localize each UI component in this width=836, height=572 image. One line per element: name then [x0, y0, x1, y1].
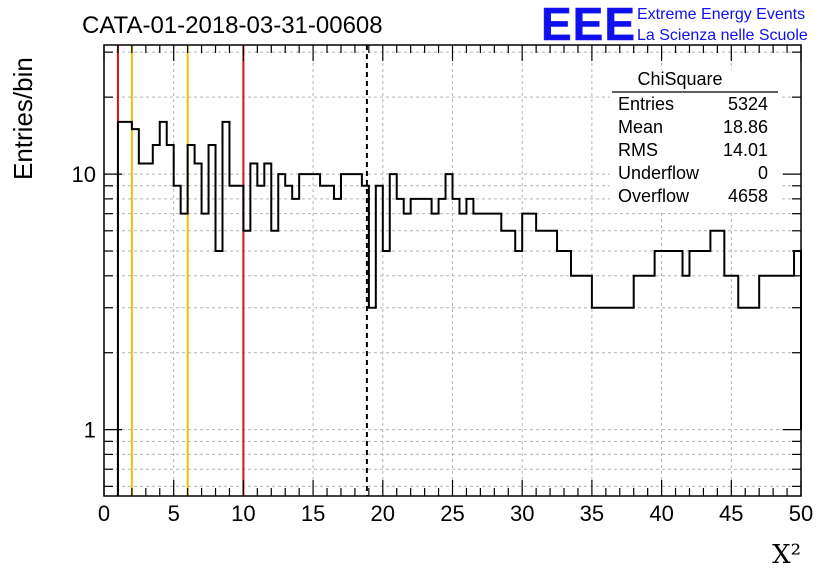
x-axis-label: X² [772, 540, 801, 570]
x-tick-label-4: 20 [371, 501, 395, 526]
stats-value-underflow: 0 [758, 163, 768, 183]
histogram-outline [116, 120, 802, 496]
stats-label-mean: Mean [618, 117, 663, 137]
eee-logo-line1: Extreme Energy Events [637, 6, 805, 23]
x-tick-label-9: 45 [719, 501, 743, 526]
stats-label-rms: RMS [618, 140, 658, 160]
stats-value-overflow: 4658 [728, 186, 768, 206]
stats-title: ChiSquare [637, 69, 722, 89]
x-tick-label-0: 0 [98, 501, 110, 526]
x-tick-label-10: 50 [789, 501, 813, 526]
stats-label-overflow: Overflow [618, 186, 690, 206]
x-tick-label-1: 5 [168, 501, 180, 526]
stats-label-entries: Entries [618, 94, 674, 114]
chart-title: CATA-01-2018-03-31-00608 [82, 12, 383, 39]
stats-label-underflow: Underflow [618, 163, 700, 183]
stats-value-rms: 14.01 [723, 140, 768, 160]
reference-lines [116, 45, 368, 496]
y-tick-label-1: 10 [72, 162, 96, 187]
x-tick-label-3: 15 [301, 501, 325, 526]
stats-box: ChiSquare Entries 5324 Mean 18.86 RMS 14… [610, 69, 780, 210]
stats-box-bg [610, 70, 780, 210]
x-tick-label-2: 10 [231, 501, 255, 526]
x-tick-label-8: 40 [649, 501, 673, 526]
x-tick-label-5: 25 [440, 501, 464, 526]
x-tick-label-7: 35 [580, 501, 604, 526]
y-axis-label: Entries/bin [8, 57, 38, 180]
stats-value-entries: 5324 [728, 94, 768, 114]
eee-logo: EEE Extreme Energy Events La Scienza nel… [541, 0, 808, 50]
y-tick-label-0: 1 [84, 418, 96, 443]
stats-value-mean: 18.86 [723, 117, 768, 137]
axes: 0 5 10 15 20 25 30 35 40 45 50 1 10 [72, 44, 813, 526]
histogram-series [116, 120, 802, 496]
eee-logo-line2: La Scienza nelle Scuole [637, 27, 808, 44]
x-tick-label-6: 30 [510, 501, 534, 526]
eee-logo-letters: EEE [541, 0, 636, 50]
